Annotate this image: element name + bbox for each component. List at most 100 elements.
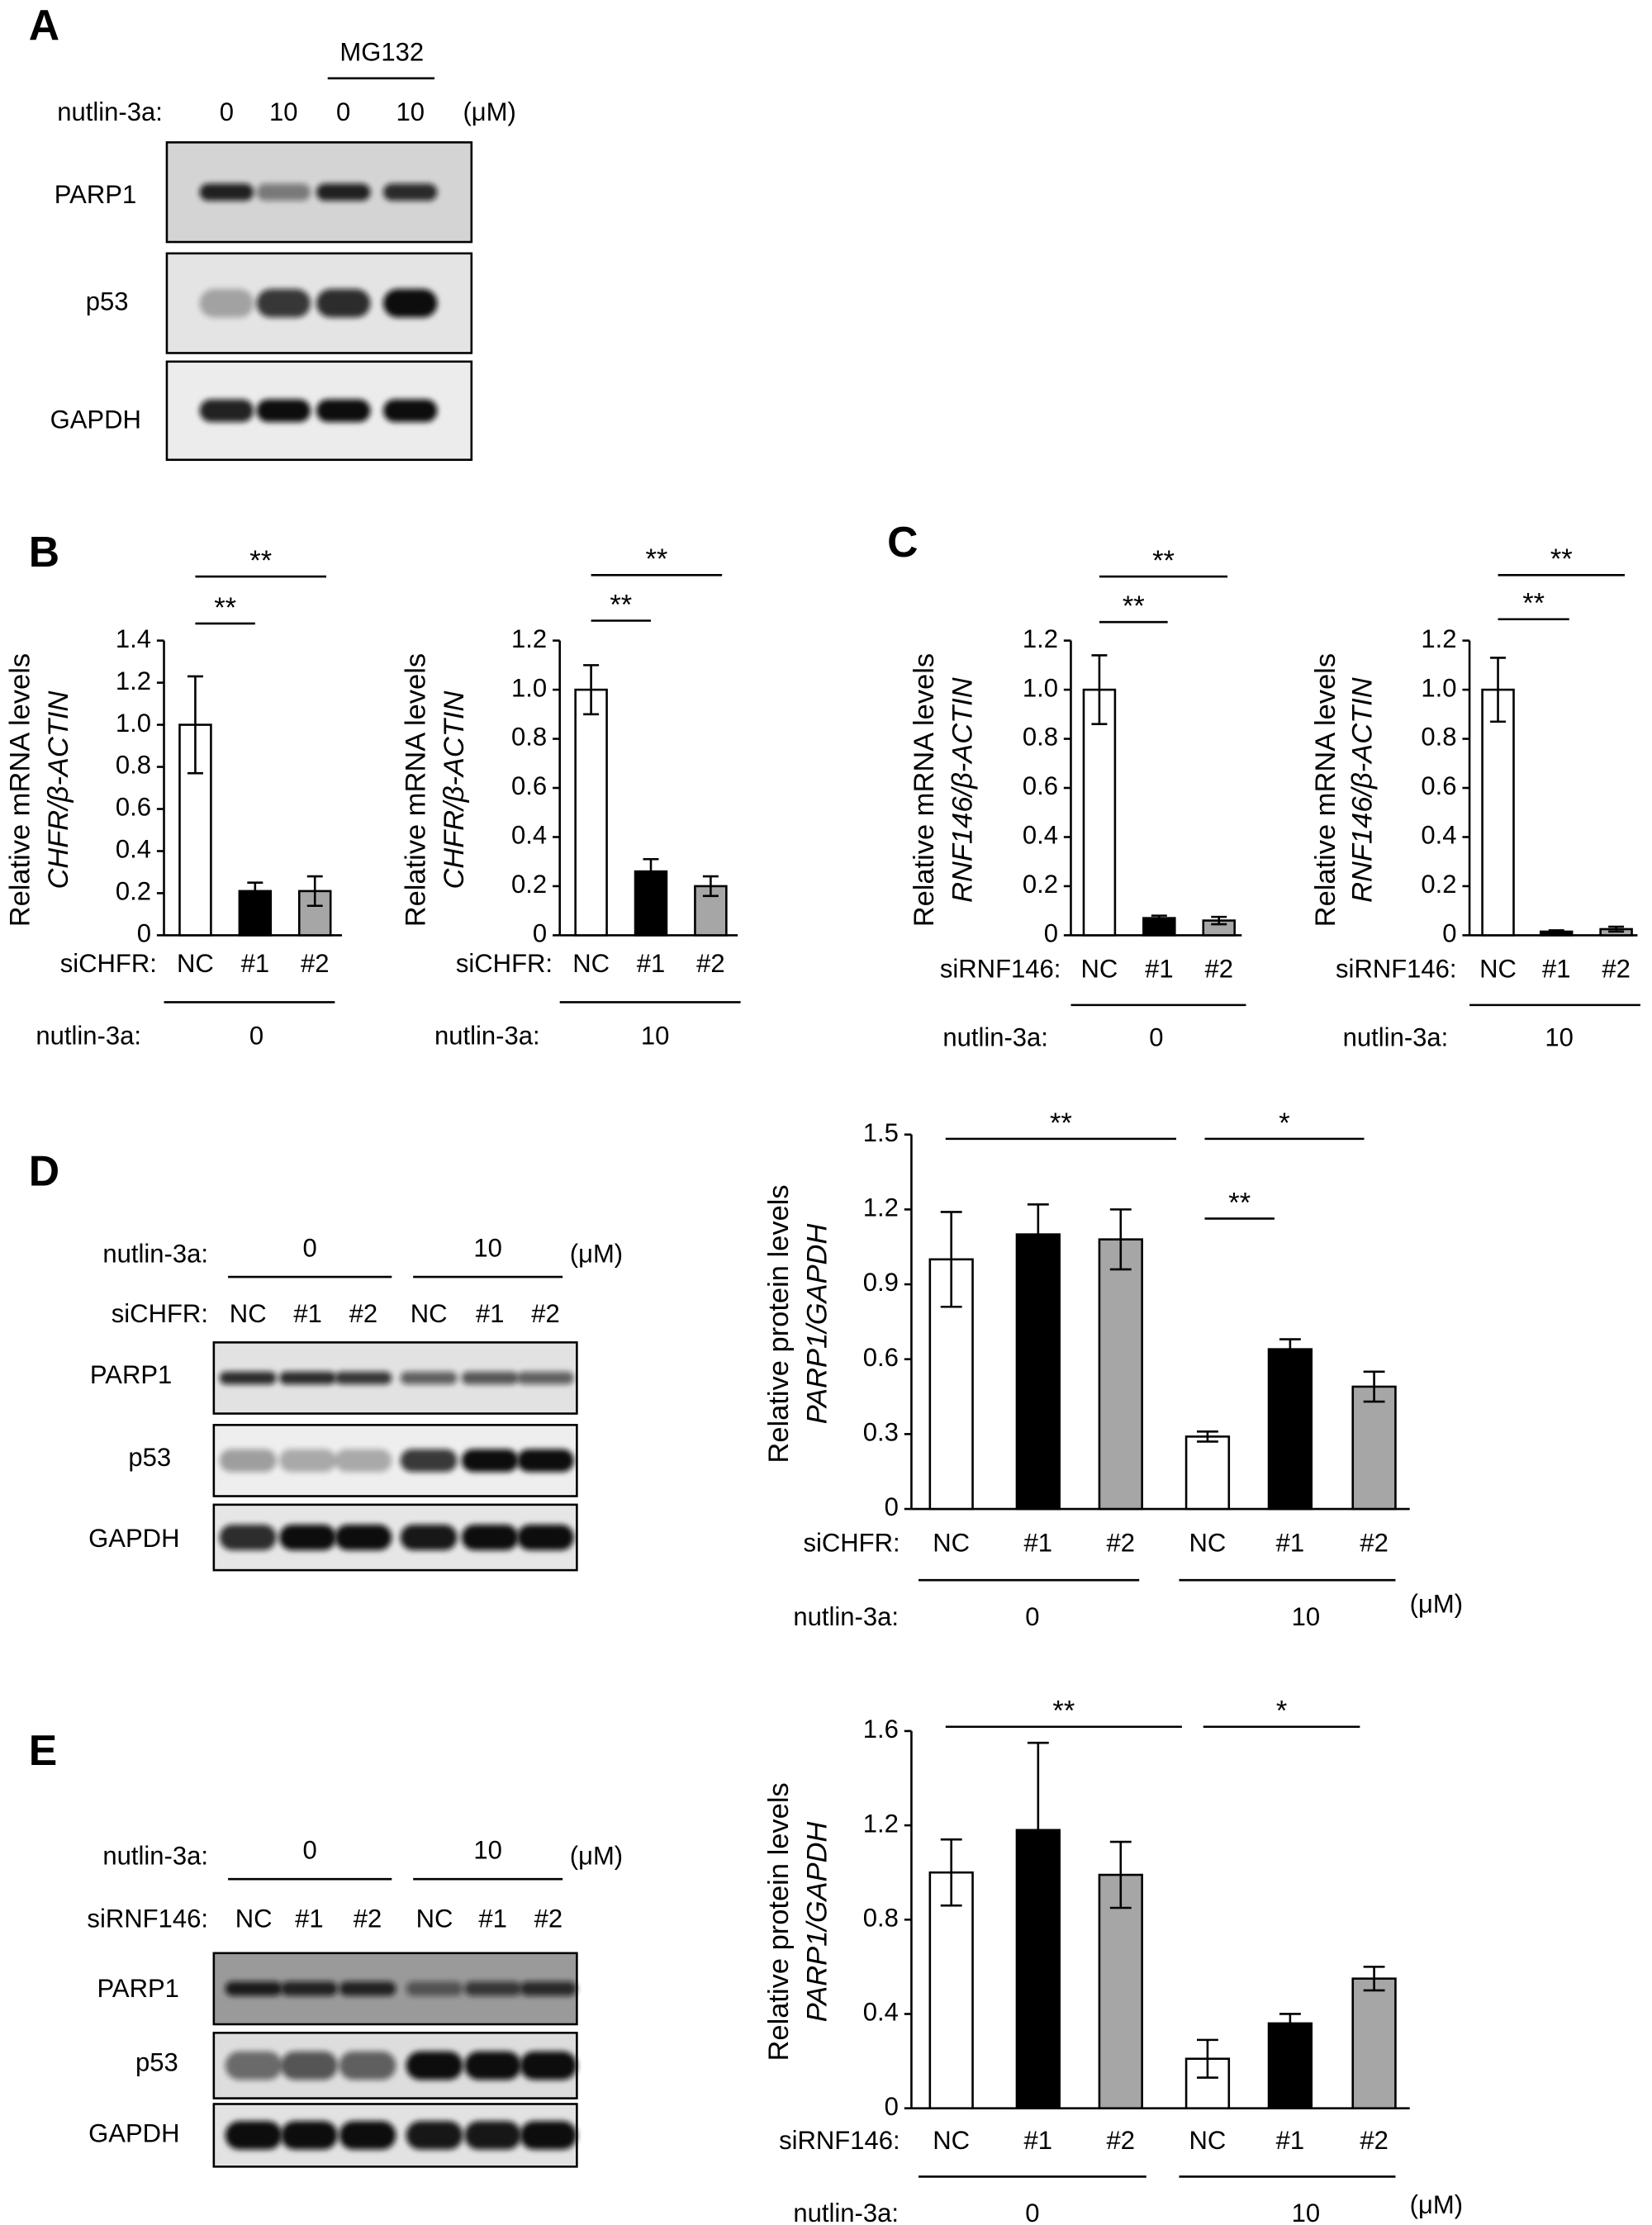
error-bar bbox=[1197, 2038, 1218, 2079]
blot-band bbox=[280, 1981, 338, 1996]
y-tick-label: 0.6 bbox=[863, 1343, 899, 1372]
error-bar bbox=[702, 875, 719, 898]
significance-label: ** bbox=[1228, 1187, 1251, 1218]
blot-band bbox=[335, 1524, 392, 1551]
x-tick-label: NC bbox=[1189, 2126, 1227, 2155]
unit-label: (μM) bbox=[570, 1239, 623, 1268]
x-tick-label: #1 bbox=[1276, 2126, 1305, 2155]
blot-band bbox=[406, 2051, 463, 2080]
blot-band bbox=[382, 399, 438, 423]
blot-band bbox=[461, 1449, 519, 1473]
y-tick-label: 0.8 bbox=[1421, 723, 1456, 752]
blot-band bbox=[280, 2051, 338, 2080]
unit-label: (μM) bbox=[1410, 2190, 1463, 2219]
panel-label: E bbox=[29, 1726, 57, 1774]
lane-label: #1 bbox=[295, 1904, 324, 1933]
error-bar bbox=[643, 857, 659, 885]
bar bbox=[1351, 1977, 1397, 2109]
x-axis-label: siRNF146: bbox=[940, 955, 1061, 984]
y-tick-label: 0.4 bbox=[116, 835, 151, 864]
panel-label: C bbox=[887, 518, 918, 566]
bar bbox=[1267, 2022, 1313, 2109]
error-bar bbox=[187, 675, 203, 775]
panel-label: B bbox=[29, 528, 59, 576]
blot-band bbox=[461, 1371, 519, 1385]
y-tick-label: 1.4 bbox=[116, 624, 151, 653]
y-tick-label: 0 bbox=[1044, 919, 1058, 948]
y-tick-label: 0 bbox=[137, 919, 151, 948]
y-tick-label: 0.8 bbox=[863, 1903, 899, 1932]
group-label: nutlin-3a: bbox=[793, 2199, 899, 2225]
y-tick-label: 0.6 bbox=[116, 793, 151, 822]
y-tick-label: 0.8 bbox=[511, 723, 547, 752]
significance-label: ** bbox=[610, 589, 632, 620]
y-tick-label: 0.4 bbox=[863, 1998, 899, 2027]
blot-band bbox=[382, 183, 438, 202]
blot-band bbox=[199, 183, 254, 202]
y-tick-label: 1.2 bbox=[1421, 624, 1456, 653]
blot-band bbox=[199, 288, 254, 318]
blot-band bbox=[279, 1524, 337, 1551]
blot-band bbox=[225, 1981, 282, 1996]
lane-label: #1 bbox=[293, 1299, 322, 1328]
unit-label: (μM) bbox=[463, 97, 515, 126]
x-tick-label: #2 bbox=[1107, 2126, 1136, 2155]
x-axis-label: siCHFR: bbox=[456, 949, 553, 978]
bar bbox=[1351, 1385, 1397, 1511]
y-tick-label: 0 bbox=[885, 1492, 899, 1521]
y-tick-label: 1.6 bbox=[863, 1715, 899, 1743]
y-axis-label: CHFR/β-ACTIN bbox=[43, 691, 74, 890]
lane-label: #2 bbox=[531, 1299, 560, 1328]
blot-band bbox=[280, 2121, 338, 2150]
y-tick-label: 0.4 bbox=[511, 821, 547, 850]
y-axis-label: PARP1/GAPDH bbox=[801, 1224, 833, 1425]
dose-label: 0 bbox=[220, 97, 234, 126]
x-tick-label: #2 bbox=[696, 949, 725, 978]
group-label: MG132 bbox=[339, 38, 424, 67]
dose-label: 10 bbox=[269, 97, 298, 126]
x-tick-label: NC bbox=[1081, 955, 1118, 984]
significance-label: ** bbox=[1050, 1108, 1072, 1139]
treatment-label: nutlin-3a: bbox=[102, 1239, 208, 1268]
blot-band bbox=[339, 2051, 396, 2080]
blot-band bbox=[382, 288, 438, 318]
blot-row-label: p53 bbox=[128, 1443, 171, 1472]
y-tick-label: 1.0 bbox=[116, 709, 151, 738]
y-tick-label: 0.6 bbox=[1023, 771, 1058, 800]
dose-label: 0 bbox=[336, 97, 350, 126]
significance-label: ** bbox=[249, 545, 272, 576]
bar bbox=[1481, 688, 1515, 937]
blot-band bbox=[316, 288, 371, 318]
x-tick-label: #1 bbox=[637, 949, 666, 978]
error-bar bbox=[1279, 1338, 1301, 1360]
blot-row-label: GAPDH bbox=[88, 1524, 179, 1553]
significance-label: ** bbox=[214, 592, 236, 624]
blot-band bbox=[219, 1449, 277, 1473]
bar bbox=[1267, 1348, 1313, 1511]
group-value: 10 bbox=[1545, 1022, 1574, 1051]
dose-label: 10 bbox=[473, 1234, 502, 1263]
x-tick-label: #1 bbox=[1542, 955, 1571, 984]
y-tick-label: 1.2 bbox=[116, 667, 151, 695]
y-axis-label: RNF146/β-ACTIN bbox=[947, 677, 978, 903]
lane-label: NC bbox=[411, 1299, 448, 1328]
group-value: 0 bbox=[1149, 1022, 1163, 1051]
x-tick-label: NC bbox=[572, 949, 610, 978]
unit-label: (μM) bbox=[1410, 1589, 1463, 1618]
y-axis-label: Relative mRNA levels bbox=[909, 653, 940, 927]
x-axis-label: siRNF146: bbox=[779, 2126, 900, 2155]
blot-band bbox=[406, 2121, 463, 2150]
significance-label: ** bbox=[645, 543, 667, 575]
y-axis-label: PARP1/GAPDH bbox=[801, 1821, 833, 2022]
error-bar bbox=[1279, 2013, 1301, 2034]
significance-label: * bbox=[1276, 1696, 1287, 1727]
error-bar bbox=[1197, 1430, 1218, 1443]
blot-row-label: GAPDH bbox=[50, 405, 141, 434]
blot-row-label: p53 bbox=[86, 287, 129, 315]
bar bbox=[1082, 688, 1117, 937]
x-tick-label: #1 bbox=[1276, 1528, 1305, 1557]
x-tick-label: NC bbox=[933, 1528, 970, 1557]
y-axis-label: CHFR/β-ACTIN bbox=[439, 691, 470, 890]
y-tick-label: 0 bbox=[533, 919, 547, 948]
blot-band bbox=[520, 1981, 577, 1996]
